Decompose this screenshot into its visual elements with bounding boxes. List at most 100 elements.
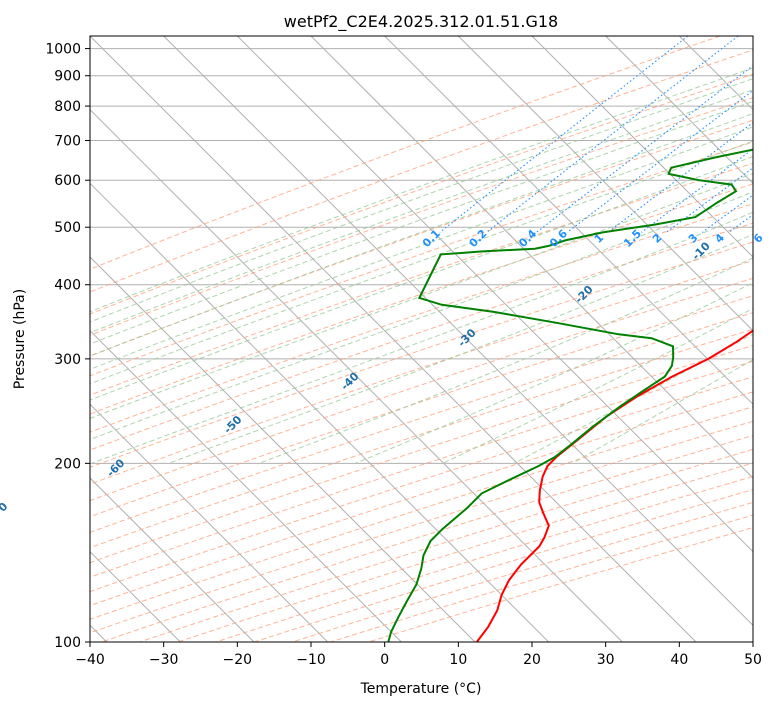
isotherm-line bbox=[678, 36, 753, 111]
moist-adiabat-line bbox=[442, 307, 753, 464]
y-tick-label: 400 bbox=[54, 278, 81, 294]
moist-adiabat-line bbox=[354, 282, 753, 464]
dry-adiabat-line bbox=[90, 295, 753, 518]
moist-adiabat-line bbox=[90, 126, 753, 370]
x-tick-label: 50 bbox=[744, 652, 762, 668]
dry-adiabat-line bbox=[90, 406, 753, 620]
y-tick-label: 200 bbox=[54, 456, 81, 472]
dry-adiabat-line bbox=[90, 36, 721, 270]
mixing-ratio-line bbox=[728, 214, 753, 233]
x-tick-label: 0 bbox=[380, 652, 389, 668]
mixing-ratio-line bbox=[665, 167, 753, 233]
mixing-ratio-line bbox=[486, 36, 739, 233]
isotherm-line bbox=[457, 36, 753, 332]
isotherm-line bbox=[90, 108, 623, 642]
isotherm-line bbox=[384, 36, 753, 406]
y-tick-label: 600 bbox=[54, 173, 81, 189]
x-tick-label: 10 bbox=[449, 652, 467, 668]
dry-adiabat-line bbox=[90, 312, 753, 533]
moist-adiabat-line bbox=[90, 100, 753, 345]
isotherm-line bbox=[752, 36, 753, 37]
series-layer bbox=[387, 148, 753, 642]
mixing-ratio-label: 0.1 bbox=[420, 227, 443, 250]
dry-adiabat-line bbox=[90, 360, 753, 578]
isotherm-line bbox=[310, 36, 753, 479]
y-tick-label: 500 bbox=[54, 220, 81, 236]
dry-adiabat-line bbox=[215, 475, 753, 642]
dry-adiabat-line bbox=[90, 344, 753, 564]
isotherm-line bbox=[90, 403, 329, 642]
x-axis-label: Temperature (°C) bbox=[360, 681, 482, 697]
moist-adiabat-line bbox=[90, 172, 753, 419]
moist-adiabat-line bbox=[168, 233, 753, 464]
x-tick-label: −30 bbox=[149, 652, 179, 668]
isotherm-line bbox=[163, 36, 753, 627]
isotherm-line bbox=[90, 182, 550, 642]
x-tick-label: 40 bbox=[670, 652, 688, 668]
dry-adiabat-line bbox=[90, 222, 753, 451]
mixing-ratio-line bbox=[536, 64, 753, 233]
moist-adiabat-line bbox=[258, 257, 753, 464]
dry-adiabat-line bbox=[90, 203, 753, 433]
moist-adiabat-line bbox=[90, 140, 753, 385]
moist-adiabat-line bbox=[90, 155, 753, 401]
y-tick-label: 1000 bbox=[45, 42, 81, 58]
moist-adiabat-line bbox=[90, 78, 753, 323]
mixing-ratio-line bbox=[439, 36, 689, 233]
isotherm-line bbox=[90, 477, 255, 642]
moist-adiabat-line bbox=[91, 211, 753, 464]
mixing-ratio-label: 0.6 bbox=[547, 227, 570, 250]
isotherm-line bbox=[531, 36, 753, 258]
y-axis-label: Pressure (hPa) bbox=[12, 289, 28, 389]
mixing-ratio-label: 2 bbox=[650, 231, 665, 246]
dry-adiabat-line bbox=[90, 391, 753, 607]
isotherm-line bbox=[90, 329, 402, 642]
dry-adiabat-line bbox=[90, 119, 753, 357]
moist-adiabat-line bbox=[90, 89, 753, 334]
plot-frame bbox=[89, 35, 754, 643]
mixing-ratio-label: 1.5 bbox=[621, 227, 644, 250]
dry-adiabat-label: -70 bbox=[0, 500, 11, 523]
moist-adiabat-line bbox=[90, 113, 753, 357]
dry-adiabat-line bbox=[90, 277, 753, 502]
dry-adiabat-line bbox=[90, 162, 753, 396]
dry-adiabat-line bbox=[330, 514, 753, 642]
dry-adiabat-line bbox=[177, 462, 753, 642]
dry-adiabat-line bbox=[90, 259, 753, 485]
mixing-ratio-label: 1 bbox=[592, 231, 607, 246]
background-lines bbox=[90, 36, 775, 642]
axis-ticks: −40 −30 −20 −10 0 10 20 30 40 50 1000 900 800 700 600 5… bbox=[45, 42, 762, 668]
x-tick-label: −10 bbox=[296, 652, 326, 668]
dry-adiabat-line bbox=[90, 328, 753, 549]
chart-title: wetPf2_C2E4.2025.312.01.51.G18 bbox=[284, 12, 558, 32]
dry-adiabat-line bbox=[90, 73, 753, 315]
isotherm-line bbox=[90, 256, 476, 642]
dry-adiabat-line bbox=[90, 376, 753, 593]
x-tick-label: −40 bbox=[75, 652, 105, 668]
y-tick-label: 700 bbox=[54, 133, 81, 149]
x-tick-label: −20 bbox=[223, 652, 253, 668]
y-tick-label: 100 bbox=[54, 635, 81, 651]
dry-adiabat-line bbox=[90, 183, 753, 415]
isotherm-line bbox=[90, 36, 697, 642]
dry-adiabat-label: -50 bbox=[221, 413, 244, 436]
mixing-ratio-line bbox=[607, 121, 753, 233]
y-tick-label: 300 bbox=[54, 352, 81, 368]
line-annotations: -100-90-80-70-60-50-40-30-20-100.10.20.4… bbox=[0, 227, 766, 523]
dry-adiabat-label: -60 bbox=[104, 456, 127, 479]
moist-adiabat-line bbox=[90, 67, 753, 313]
temperature-profile bbox=[476, 329, 753, 642]
isotherm-line bbox=[236, 36, 753, 553]
mixing-ratio-label: 0.2 bbox=[467, 227, 490, 250]
x-tick-label: 30 bbox=[597, 652, 615, 668]
dry-adiabat-line bbox=[90, 97, 753, 336]
dry-adiabat-label: -30 bbox=[455, 326, 478, 349]
dry-adiabat-line bbox=[90, 141, 753, 377]
mixing-ratio-label: 0.4 bbox=[516, 227, 539, 250]
y-tick-label: 900 bbox=[54, 69, 81, 85]
dewpoint-profile bbox=[387, 148, 753, 642]
mixing-ratio-line bbox=[768, 36, 775, 232]
dry-adiabat-line bbox=[90, 241, 753, 468]
mixing-ratio-line bbox=[701, 194, 753, 233]
